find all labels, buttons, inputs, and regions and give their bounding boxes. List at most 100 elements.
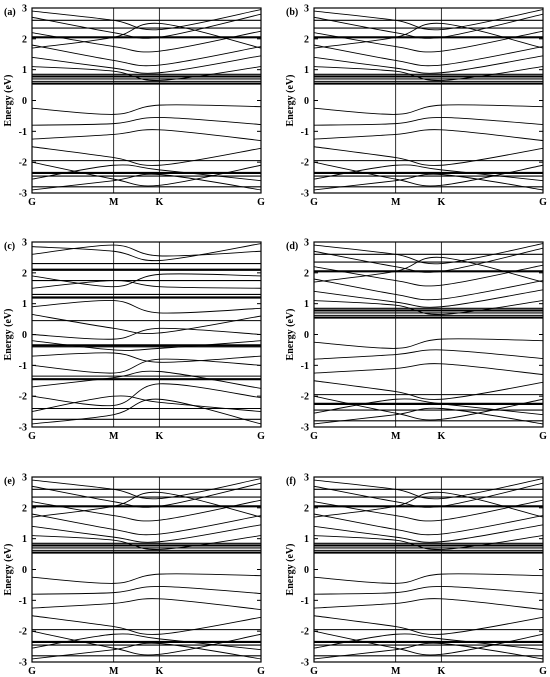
dispersive-band	[314, 55, 543, 74]
dispersive-band	[32, 642, 261, 660]
dispersive-band	[314, 524, 543, 543]
x-tick-label: K	[437, 431, 445, 442]
dispersive-band	[32, 66, 261, 81]
x-tick-label: K	[155, 666, 163, 677]
dispersive-band	[32, 630, 261, 656]
panel-label: (f)	[286, 476, 296, 487]
band-lines	[314, 9, 543, 191]
dispersive-band	[32, 370, 261, 389]
y-tick-label: -2	[301, 158, 309, 169]
y-tick-label: -1	[19, 361, 27, 372]
y-tick-label: 2	[22, 34, 27, 45]
dispersive-band	[32, 243, 261, 262]
band-lines	[32, 243, 261, 425]
y-tick-label: 3	[304, 238, 309, 249]
dispersive-band	[314, 161, 543, 187]
band-panel: -3 -2 -1 0 1 2 3 G M K G Energy (eV) (c)	[3, 238, 265, 443]
x-tick-label: K	[155, 431, 163, 442]
dispersive-band	[314, 117, 543, 126]
y-tick-label: -2	[19, 627, 27, 638]
y-axis-label: Energy (eV)	[285, 544, 296, 596]
dispersive-band	[314, 129, 543, 142]
y-tick-label: 1	[304, 65, 309, 76]
band-panel: -3 -2 -1 0 1 2 3 G M K G Energy (eV) (e)	[3, 473, 265, 677]
x-tick-label: G	[539, 666, 547, 677]
dispersive-band	[32, 327, 261, 340]
panel-label: (b)	[286, 7, 298, 18]
dispersive-band	[314, 535, 543, 550]
y-axis-label: Energy (eV)	[3, 544, 14, 596]
dispersive-band	[314, 247, 543, 273]
band-lines	[32, 9, 261, 191]
y-tick-label: 3	[304, 4, 309, 15]
dispersive-band	[32, 129, 261, 142]
dispersive-band	[32, 395, 261, 413]
y-tick-label: 2	[22, 268, 27, 279]
dispersive-band	[314, 289, 543, 308]
y-tick-label: 2	[304, 503, 309, 514]
x-tick-label: G	[310, 431, 318, 442]
dispersive-band	[32, 117, 261, 126]
y-tick-label: -2	[19, 158, 27, 169]
dispersive-band	[314, 338, 543, 349]
y-tick-label: 1	[304, 534, 309, 545]
dispersive-band	[32, 524, 261, 543]
dispersive-band	[32, 586, 261, 595]
dispersive-band	[32, 280, 261, 289]
dispersive-band	[314, 482, 543, 508]
dispersive-band	[314, 380, 543, 400]
x-tick-label: G	[28, 431, 36, 442]
dispersive-band	[314, 398, 543, 416]
dispersive-band	[32, 300, 261, 314]
dispersive-band	[314, 66, 543, 81]
y-tick-label: 0	[304, 565, 309, 576]
dispersive-band	[314, 499, 543, 522]
y-tick-label: -2	[301, 392, 309, 403]
band-panel: -3 -2 -1 0 1 2 3 G M K G Energy (eV) (a)	[3, 4, 265, 209]
band-lines	[314, 243, 543, 425]
y-tick-label: -3	[19, 423, 27, 434]
dispersive-band	[32, 535, 261, 550]
dispersive-band	[32, 358, 261, 374]
y-tick-label: -3	[301, 658, 309, 669]
y-tick-label: -2	[301, 627, 309, 638]
dispersive-band	[314, 633, 543, 651]
y-tick-label: -3	[301, 189, 309, 200]
dispersive-band	[314, 573, 543, 584]
dispersive-band	[32, 13, 261, 39]
dispersive-band	[32, 352, 261, 363]
y-tick-label: -1	[19, 596, 27, 607]
y-axis-label: Energy (eV)	[285, 75, 296, 127]
band-panel: -3 -2 -1 0 1 2 3 G M K G Energy (eV) (f)	[285, 473, 547, 677]
dispersive-band	[314, 243, 543, 265]
y-tick-label: 0	[22, 96, 27, 107]
dispersive-band	[32, 482, 261, 508]
panel-label: (a)	[4, 7, 16, 18]
dispersive-band	[314, 104, 543, 115]
dispersive-band	[314, 513, 543, 536]
dispersive-band	[314, 173, 543, 191]
dispersive-band	[32, 491, 261, 518]
y-tick-label: -2	[19, 392, 27, 403]
dispersive-band	[314, 491, 543, 518]
y-tick-label: 3	[22, 238, 27, 249]
x-tick-label: K	[437, 197, 445, 208]
x-tick-label: G	[310, 666, 318, 677]
y-tick-label: -3	[19, 658, 27, 669]
y-axis-label: Energy (eV)	[3, 309, 14, 361]
dispersive-band	[314, 30, 543, 53]
panel-label: (c)	[4, 241, 15, 252]
dispersive-band	[314, 642, 543, 660]
dispersive-band	[314, 9, 543, 31]
y-axis-label: Energy (eV)	[3, 75, 14, 127]
dispersive-band	[32, 383, 261, 407]
panel-label: (d)	[286, 241, 298, 252]
dispersive-band	[314, 598, 543, 611]
x-tick-label: M	[109, 666, 119, 677]
x-tick-label: M	[391, 431, 401, 442]
dispersive-band	[314, 300, 543, 315]
y-tick-label: 2	[304, 268, 309, 279]
y-tick-label: 1	[22, 534, 27, 545]
x-tick-label: M	[391, 666, 401, 677]
